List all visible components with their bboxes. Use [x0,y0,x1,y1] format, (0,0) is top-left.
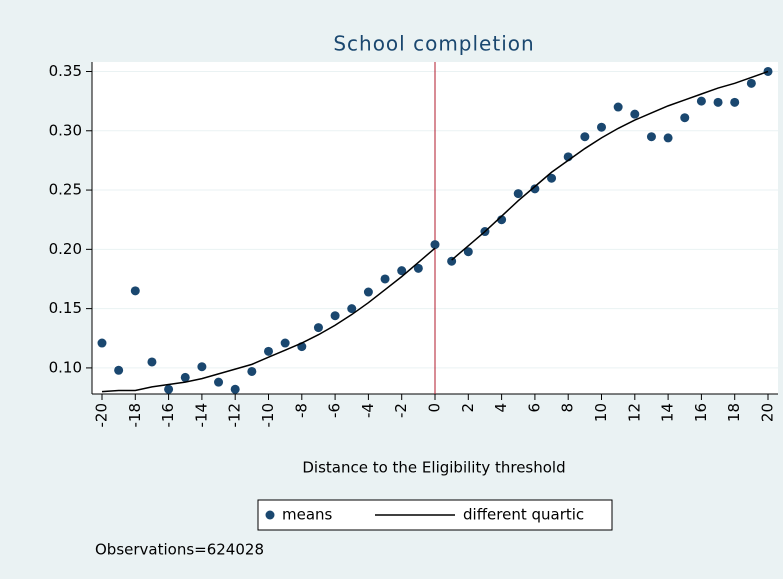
point [147,357,157,367]
point [696,96,706,106]
point [180,372,190,382]
x-tick-label: 0 [426,403,444,413]
point [746,78,756,88]
x-tick-label: 20 [759,403,777,422]
y-tick-label: 0.30 [49,121,82,139]
point [613,102,623,112]
legend-label: different quartic [463,506,584,524]
x-tick-label: 4 [492,403,510,413]
point [330,311,340,321]
x-tick-label: 6 [525,403,543,413]
x-tick-label: -2 [392,403,410,418]
x-tick-label: 8 [559,403,577,413]
point [430,240,440,250]
x-tick-label: -20 [92,403,110,428]
point [130,286,140,296]
point [413,263,423,273]
point [580,132,590,142]
point [513,189,523,199]
point [663,133,673,143]
point [530,184,540,194]
point [114,365,124,375]
point [347,304,357,314]
point [164,384,174,394]
point [463,247,473,257]
x-tick-label: -14 [192,403,210,428]
point [380,274,390,284]
x-tick-label: -8 [292,403,310,418]
point [713,97,723,107]
y-tick-label: 0.20 [49,240,82,258]
x-tick-label: -10 [259,403,277,428]
point [280,338,290,348]
point [646,132,656,142]
y-tick-label: 0.10 [49,358,82,376]
point [263,346,273,356]
point [397,266,407,276]
point [97,338,107,348]
point [730,97,740,107]
point [214,377,224,387]
point [363,287,373,297]
point [230,384,240,394]
point [680,113,690,123]
point [313,323,323,333]
x-tick-label: 12 [625,403,643,422]
x-tick-label: 14 [659,403,677,422]
x-tick-label: -6 [326,403,344,418]
x-tick-label: 18 [725,403,743,422]
y-tick-label: 0.25 [49,181,82,199]
point [197,362,207,372]
note: Observations=624028 [95,541,264,559]
chart-title: School completion [333,32,534,56]
x-tick-label: 2 [459,403,477,413]
legend-label: means [282,506,333,524]
x-tick-label: -18 [126,403,144,428]
point [547,173,557,183]
x-tick-label: 16 [692,403,710,422]
x-axis-label: Distance to the Eligibility threshold [302,459,565,477]
y-tick-label: 0.35 [49,62,82,80]
x-tick-label: -4 [359,403,377,418]
y-tick-label: 0.15 [49,299,82,317]
legend [257,499,613,531]
point [247,366,257,376]
fit-line [101,70,769,393]
point [630,109,640,119]
x-tick-label: -12 [226,403,244,428]
point [597,122,607,132]
x-tick-label: 10 [592,403,610,422]
legend-marker [265,510,275,520]
x-tick-label: -16 [159,403,177,428]
